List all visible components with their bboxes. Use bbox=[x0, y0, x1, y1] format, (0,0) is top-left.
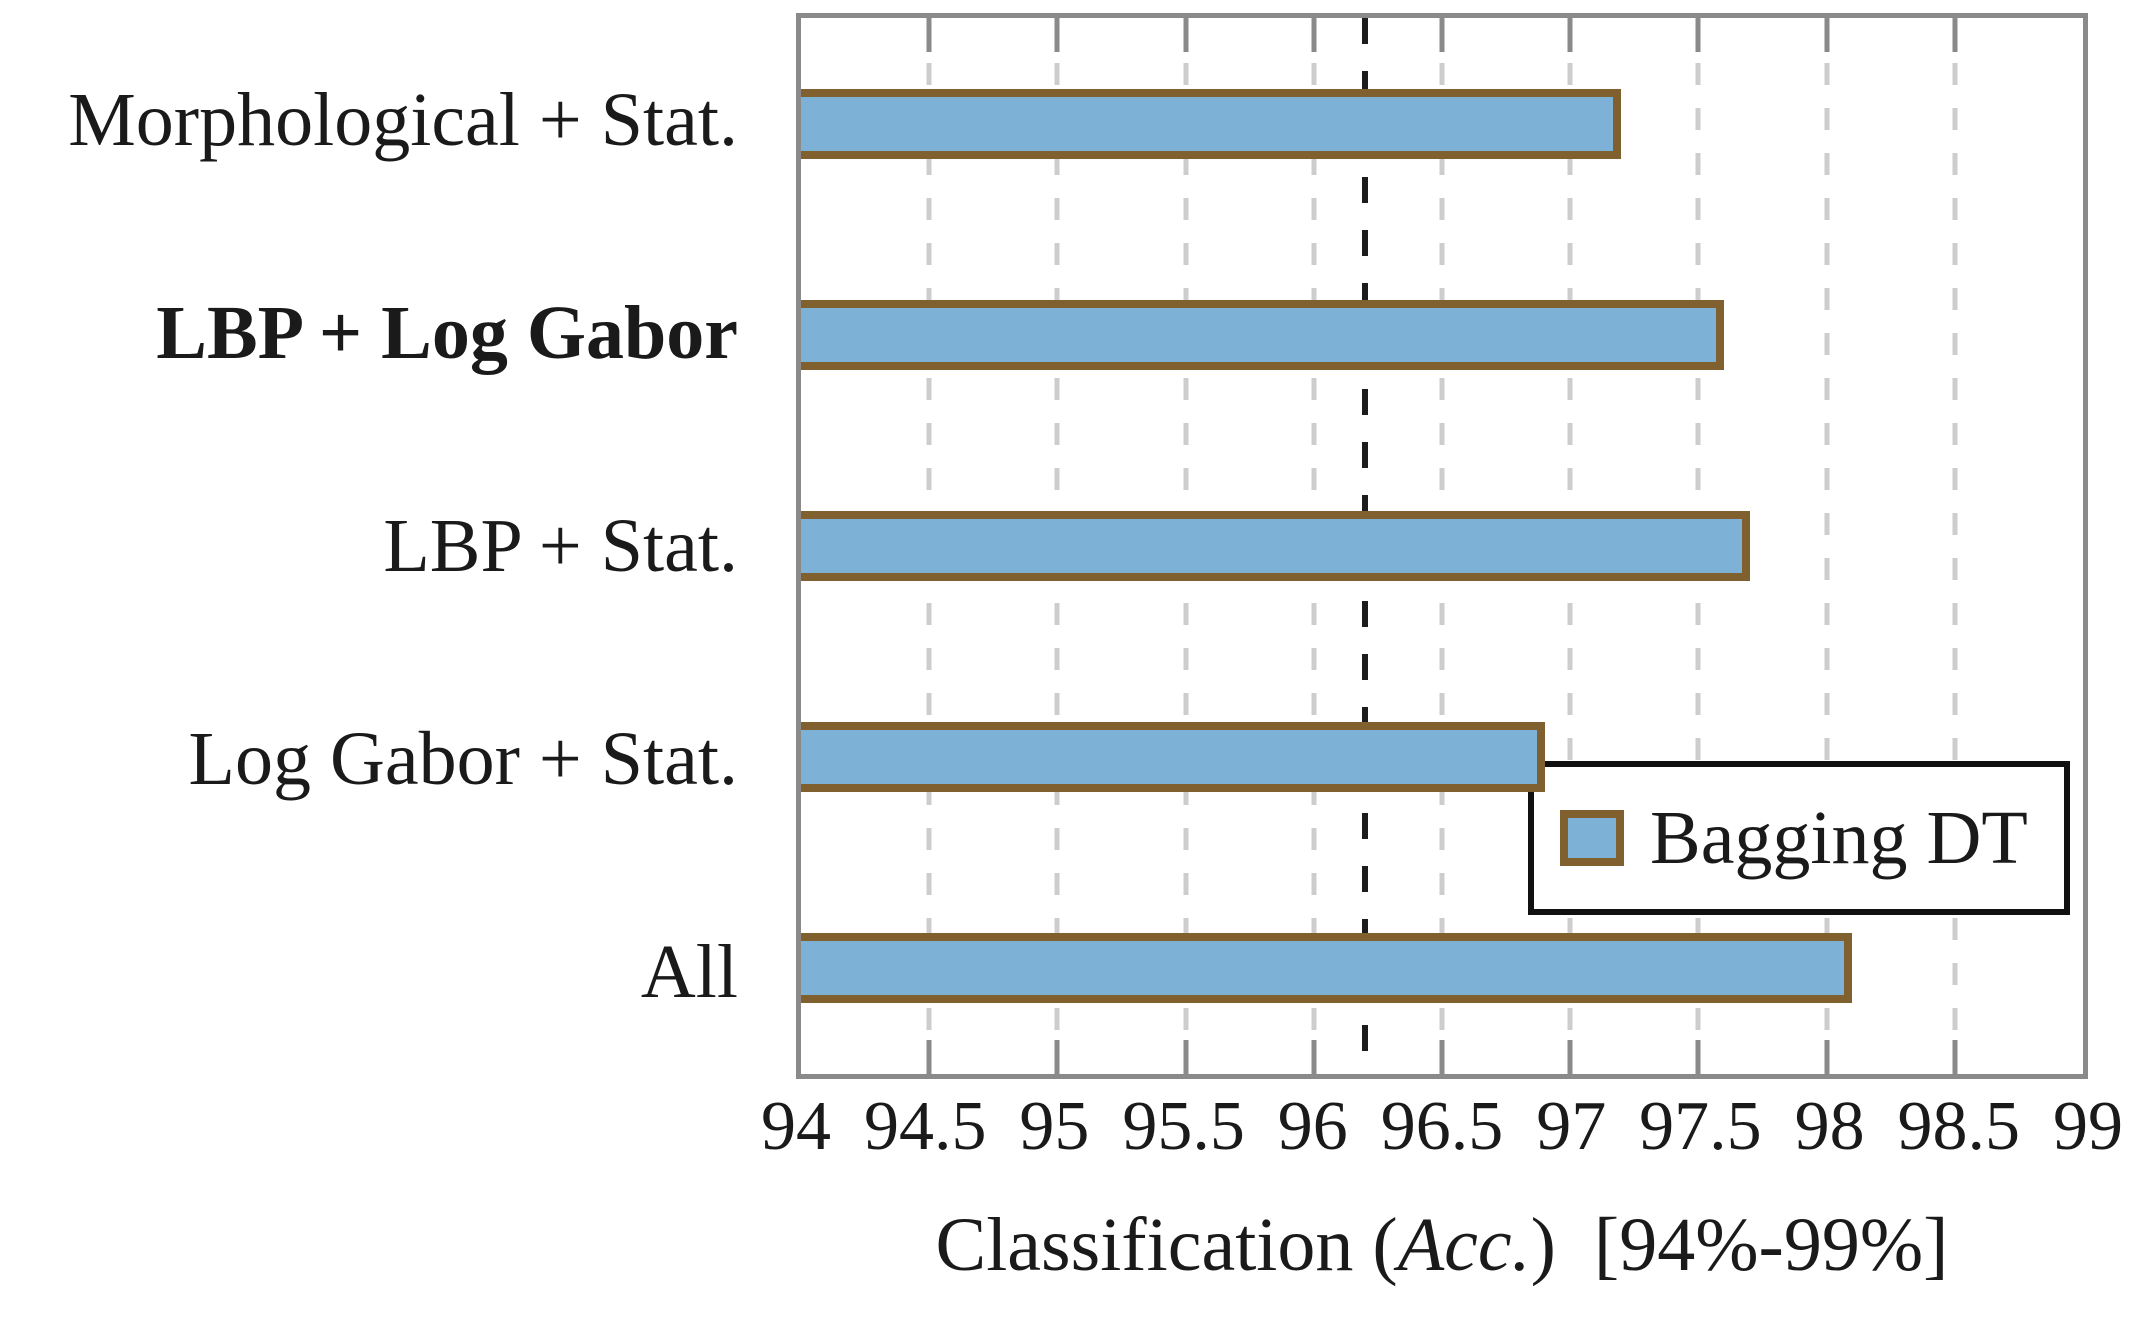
x-tick-label-95: 95 bbox=[1019, 1088, 1090, 1165]
gridline-98.5 bbox=[1952, 18, 1958, 1074]
top-tick-98 bbox=[1824, 18, 1830, 52]
bottom-tick-96 bbox=[1311, 1040, 1317, 1074]
bottom-tick-95.5 bbox=[1183, 1040, 1189, 1074]
top-tick-95 bbox=[1054, 18, 1060, 52]
top-tick-97.5 bbox=[1695, 18, 1701, 52]
top-tick-96.5 bbox=[1439, 18, 1445, 52]
top-tick-95.5 bbox=[1183, 18, 1189, 52]
x-axis-tick-labels: 94 94.5 95 95.5 96 96.5 97 97.5 98 98.5 99 bbox=[761, 1088, 2123, 1172]
y-axis-category-labels: Morphological + Stat. LBP + Log Gabor LBP … bbox=[0, 13, 762, 1079]
x-tick-label-94.5: 94.5 bbox=[863, 1088, 987, 1165]
bottom-tick-95 bbox=[1054, 1040, 1060, 1074]
plot-area bbox=[796, 13, 2088, 1079]
bar-lbp-stat bbox=[801, 511, 1750, 581]
x-tick-label-94: 94 bbox=[761, 1088, 831, 1165]
x-tick-label-98.5: 98.5 bbox=[1897, 1088, 2021, 1165]
top-tick-97 bbox=[1567, 18, 1573, 52]
x-tick-label-98: 98 bbox=[1794, 1088, 1865, 1165]
category-label-all: All bbox=[640, 930, 738, 1015]
bottom-tick-97.5 bbox=[1695, 1040, 1701, 1074]
category-label-log-gabor-stat: Log Gabor + Stat. bbox=[188, 717, 738, 802]
bottom-tick-96.5 bbox=[1439, 1040, 1445, 1074]
category-label-morphological-stat: Morphological + Stat. bbox=[68, 77, 738, 162]
category-label-lbp-log-gabor: LBP + Log Gabor bbox=[156, 290, 738, 375]
bar-all bbox=[801, 933, 1853, 1004]
top-tick-94.5 bbox=[926, 18, 932, 52]
x-tick-label-97: 97 bbox=[1536, 1088, 1607, 1165]
x-tick-label-96: 96 bbox=[1277, 1088, 1348, 1165]
legend-label: Bagging DT bbox=[1650, 796, 2028, 880]
x-tick-label-99: 99 bbox=[2053, 1088, 2123, 1165]
x-axis-title-suffix: ) [94%-99%] bbox=[1530, 1203, 1949, 1287]
top-tick-98.5 bbox=[1952, 18, 1958, 52]
top-tick-96 bbox=[1311, 18, 1317, 52]
x-axis-title-italic: Acc. bbox=[1397, 1203, 1531, 1287]
legend-swatch-bagging-dt bbox=[1560, 810, 1624, 866]
x-tick-label-95.5: 95.5 bbox=[1122, 1088, 1245, 1165]
x-axis-title-prefix: Classification ( bbox=[935, 1203, 1398, 1287]
bar-morphological-stat bbox=[801, 88, 1622, 159]
x-tick-label-96.5: 96.5 bbox=[1380, 1088, 1504, 1165]
category-label-lbp-stat: LBP + Stat. bbox=[383, 504, 738, 588]
x-axis-title: Classification (Acc.) [94%-99%] bbox=[796, 1203, 2088, 1288]
bottom-tick-98 bbox=[1824, 1040, 1830, 1074]
bottom-tick-98.5 bbox=[1952, 1040, 1958, 1074]
gridline-98 bbox=[1824, 18, 1830, 1074]
x-tick-label-97.5: 97.5 bbox=[1639, 1088, 1762, 1165]
bar-log-gabor-stat bbox=[801, 722, 1545, 793]
bar-lbp-log-gabor bbox=[801, 299, 1725, 370]
legend-box: Bagging DT bbox=[1528, 761, 2070, 915]
bottom-tick-97 bbox=[1567, 1040, 1573, 1074]
bottom-tick-94.5 bbox=[926, 1040, 932, 1074]
